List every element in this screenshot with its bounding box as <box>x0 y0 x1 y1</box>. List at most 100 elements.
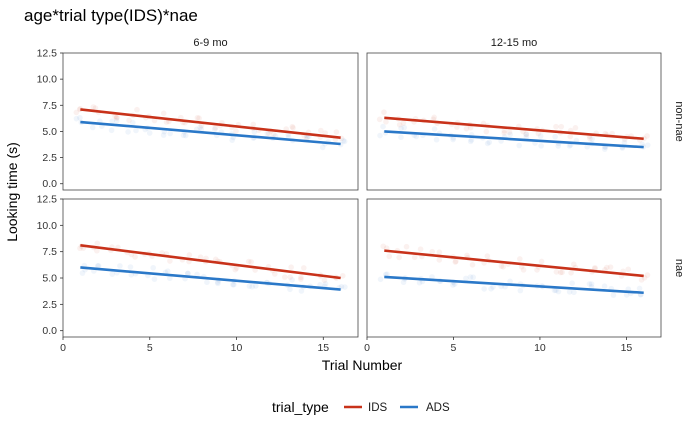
facet-panel: 0 5 10 15 <box>364 198 662 354</box>
data-point <box>535 130 542 137</box>
y-tick-label: 7.5 <box>42 246 57 258</box>
data-point <box>572 125 579 131</box>
data-point <box>233 128 239 134</box>
data-point <box>167 258 173 264</box>
data-point <box>517 256 523 262</box>
data-point <box>398 134 404 141</box>
data-point <box>197 124 203 131</box>
data-point <box>417 246 424 252</box>
data-point <box>587 135 593 142</box>
data-point <box>146 130 153 136</box>
data-point <box>429 274 435 280</box>
data-point <box>322 281 329 287</box>
fit-line-ads <box>384 275 644 295</box>
data-point <box>249 284 256 290</box>
data-point <box>186 252 193 258</box>
data-point <box>197 254 204 261</box>
data-point <box>638 277 645 283</box>
data-point <box>625 266 632 273</box>
data-point <box>523 134 530 140</box>
data-point <box>401 124 408 131</box>
legend-label-ads: ADS <box>426 402 450 414</box>
data-point <box>301 265 307 271</box>
panel-border <box>62 198 359 338</box>
data-point <box>607 264 614 270</box>
data-point <box>163 119 170 125</box>
x-tick-label: 10 <box>534 342 546 354</box>
data-point <box>204 279 210 286</box>
data-point <box>167 275 173 282</box>
data-point <box>386 253 393 260</box>
panel-border <box>62 52 359 191</box>
data-point <box>396 121 403 128</box>
data-point <box>290 125 296 131</box>
data-point <box>644 142 651 148</box>
data-point <box>211 126 218 133</box>
data-point <box>232 266 239 273</box>
data-point <box>463 275 469 282</box>
data-point <box>538 258 545 265</box>
data-point <box>644 133 650 139</box>
x-tick-label: 15 <box>621 342 633 354</box>
facet-column-label: 6-9 mo <box>193 37 227 49</box>
facet-panels: 6-9 mo 12-15 mo non-nae nae 0.0 2.5 5.0 7.5 10.0… <box>37 37 685 354</box>
data-point <box>126 117 132 124</box>
data-point <box>396 254 402 261</box>
x-tick-label: 0 <box>364 342 370 354</box>
data-point <box>377 276 384 283</box>
data-point <box>559 269 565 276</box>
x-axis-label: Trial Number <box>322 357 403 373</box>
data-point <box>557 269 564 276</box>
data-point <box>194 271 200 278</box>
fit-line-ads <box>384 130 644 149</box>
data-point <box>79 270 86 276</box>
data-point <box>182 132 189 139</box>
facet-row-label: nae <box>673 259 685 277</box>
data-point <box>150 264 156 271</box>
y-tick-label: 2.5 <box>42 152 57 164</box>
data-point <box>469 262 476 268</box>
data-point <box>586 281 593 287</box>
data-point <box>289 123 296 130</box>
data-point <box>134 106 140 113</box>
data-point <box>398 125 404 132</box>
y-tick-label: 10.0 <box>37 74 58 86</box>
data-point <box>601 146 608 152</box>
data-point <box>287 286 293 293</box>
data-point <box>196 115 202 122</box>
x-tick-label: 15 <box>317 342 329 354</box>
data-point <box>523 131 530 138</box>
data-point <box>287 274 293 280</box>
data-point <box>322 130 329 136</box>
data-point <box>304 134 311 141</box>
data-point <box>253 283 259 289</box>
data-point <box>151 276 158 282</box>
data-point <box>467 274 474 280</box>
data-point <box>281 274 288 280</box>
data-point <box>623 292 630 298</box>
data-point <box>231 281 237 288</box>
data-point <box>553 269 560 275</box>
data-point <box>517 287 524 294</box>
data-point <box>400 120 407 126</box>
data-point <box>507 131 513 138</box>
fit-line-ids <box>80 244 341 280</box>
data-point <box>73 109 80 116</box>
data-point <box>377 132 383 139</box>
data-point <box>108 127 115 134</box>
data-point <box>610 292 617 298</box>
data-point <box>112 113 118 120</box>
data-point <box>214 279 221 285</box>
facet-panel: 0.0 2.5 5.0 7.5 10.0 12.5 <box>37 48 359 191</box>
data-point <box>319 144 326 151</box>
data-point <box>246 283 253 289</box>
data-point <box>160 110 167 117</box>
data-point <box>381 109 387 115</box>
data-point <box>215 280 221 287</box>
data-point <box>248 259 254 265</box>
data-point <box>117 263 123 269</box>
data-point <box>95 263 102 269</box>
legend-label-ids: IDS <box>368 402 388 414</box>
data-point <box>588 281 595 287</box>
data-point <box>114 114 120 120</box>
